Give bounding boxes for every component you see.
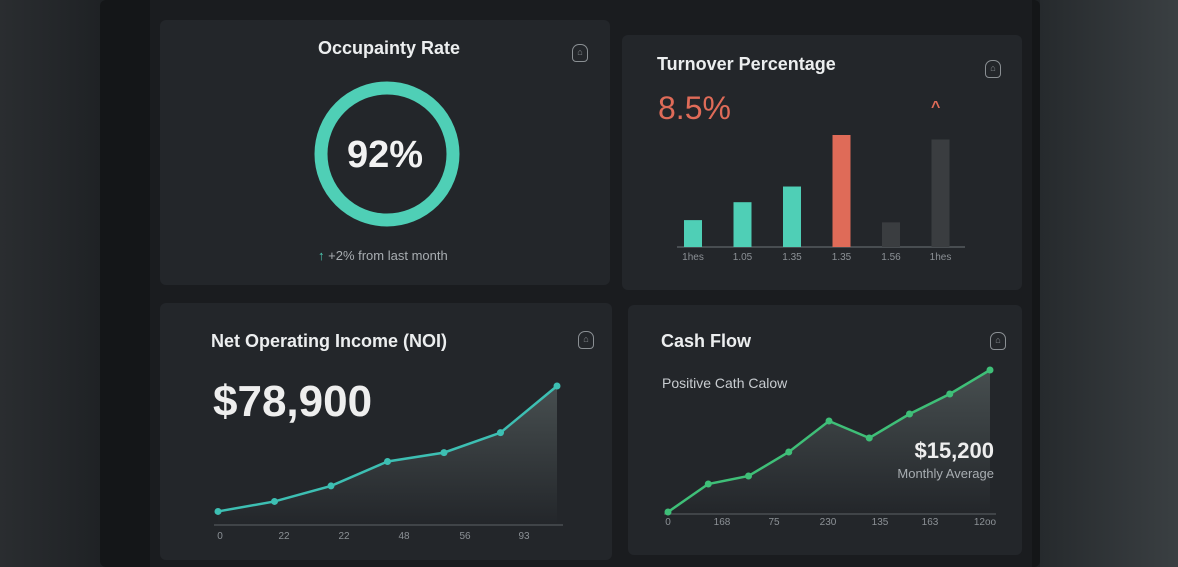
home-icon[interactable]: ⌂ bbox=[985, 60, 1001, 78]
arrow-up-icon: ↑ bbox=[318, 248, 325, 263]
x-tick-label: 48 bbox=[398, 531, 410, 542]
occupancy-card: Occupainty Rate ⌂ 92% ↑ +2% from last mo… bbox=[160, 20, 610, 285]
x-tick-label: 1.56 bbox=[881, 252, 901, 263]
data-point bbox=[865, 434, 873, 442]
data-point bbox=[785, 448, 793, 456]
data-point bbox=[825, 417, 833, 425]
cashflow-card: Cash Flow ⌂ Positive Cath Calow 0 168 75 23… bbox=[628, 305, 1022, 555]
noi-value: $78,900 bbox=[213, 377, 373, 426]
bar bbox=[882, 222, 900, 247]
background bbox=[0, 0, 100, 567]
card-title: Net Operating Income (NOI) bbox=[211, 331, 448, 351]
noi-line-chart bbox=[214, 382, 563, 526]
turnover-card: Turnover Percentage ⌂ 8.5% ^ 1hes 1.05 1.3… bbox=[622, 35, 1022, 290]
data-point bbox=[497, 429, 504, 437]
data-point bbox=[906, 410, 913, 418]
change-text: +2% from last month bbox=[328, 248, 448, 263]
home-icon[interactable]: ⌂ bbox=[572, 44, 588, 62]
x-tick-label: 12oo bbox=[973, 517, 997, 528]
occupancy-value: 92% bbox=[347, 134, 424, 176]
card-title: Turnover Percentage bbox=[657, 54, 836, 74]
card-title: Cash Flow bbox=[661, 331, 752, 351]
x-tick-label: 230 bbox=[819, 517, 837, 528]
noi-card: Net Operating Income (NOI) ⌂ $78,900 0 22… bbox=[160, 303, 612, 560]
bar bbox=[931, 139, 950, 247]
home-icon[interactable]: ⌂ bbox=[990, 332, 1006, 350]
data-point bbox=[946, 390, 954, 398]
x-tick-label: 0 bbox=[217, 531, 223, 542]
data-point bbox=[553, 382, 561, 390]
x-tick-label: 75 bbox=[768, 517, 780, 528]
bar bbox=[684, 220, 702, 247]
data-point bbox=[384, 457, 391, 465]
bar bbox=[832, 135, 851, 247]
card-title: Occupainty Rate bbox=[318, 38, 461, 58]
data-point bbox=[440, 449, 448, 457]
turnover-bar-chart bbox=[677, 135, 965, 248]
cashflow-subtitle: Positive Cath Calow bbox=[662, 375, 788, 391]
x-tick-label: 163 bbox=[921, 517, 939, 528]
x-tick-label: 1.35 bbox=[782, 252, 802, 263]
x-tick-label: 56 bbox=[459, 531, 471, 542]
cashflow-value-label: Monthly Average bbox=[897, 466, 994, 481]
x-tick-label: 1hes bbox=[929, 252, 952, 263]
data-point bbox=[664, 508, 672, 516]
data-point bbox=[327, 482, 335, 490]
background bbox=[1040, 0, 1178, 567]
x-tick-label: 1hes bbox=[682, 252, 704, 263]
data-point bbox=[745, 472, 752, 480]
cashflow-value: $15,200 bbox=[914, 438, 994, 463]
x-tick-label: 135 bbox=[871, 517, 889, 528]
x-tick-label: 1.05 bbox=[732, 252, 753, 263]
home-icon[interactable]: ⌂ bbox=[578, 331, 594, 349]
cashflow-line-chart bbox=[664, 366, 996, 516]
turnover-value: 8.5% bbox=[658, 90, 731, 126]
occupancy-change: ↑ +2% from last month bbox=[318, 248, 448, 263]
area-fill bbox=[218, 386, 557, 525]
x-tick-label: 22 bbox=[278, 531, 290, 542]
bar bbox=[733, 202, 752, 247]
data-point bbox=[704, 480, 712, 488]
x-tick-label: 168 bbox=[713, 517, 731, 528]
bar bbox=[783, 186, 801, 247]
x-tick-label: 0 bbox=[665, 517, 671, 528]
occupancy-gauge bbox=[314, 81, 460, 227]
data-point bbox=[271, 497, 278, 505]
x-tick-label: 1.35 bbox=[831, 252, 852, 263]
data-point bbox=[214, 507, 222, 515]
x-tick-label: 93 bbox=[518, 531, 530, 542]
data-point bbox=[986, 366, 994, 374]
caret-up-icon: ^ bbox=[931, 99, 941, 116]
x-tick-label: 22 bbox=[338, 531, 350, 542]
